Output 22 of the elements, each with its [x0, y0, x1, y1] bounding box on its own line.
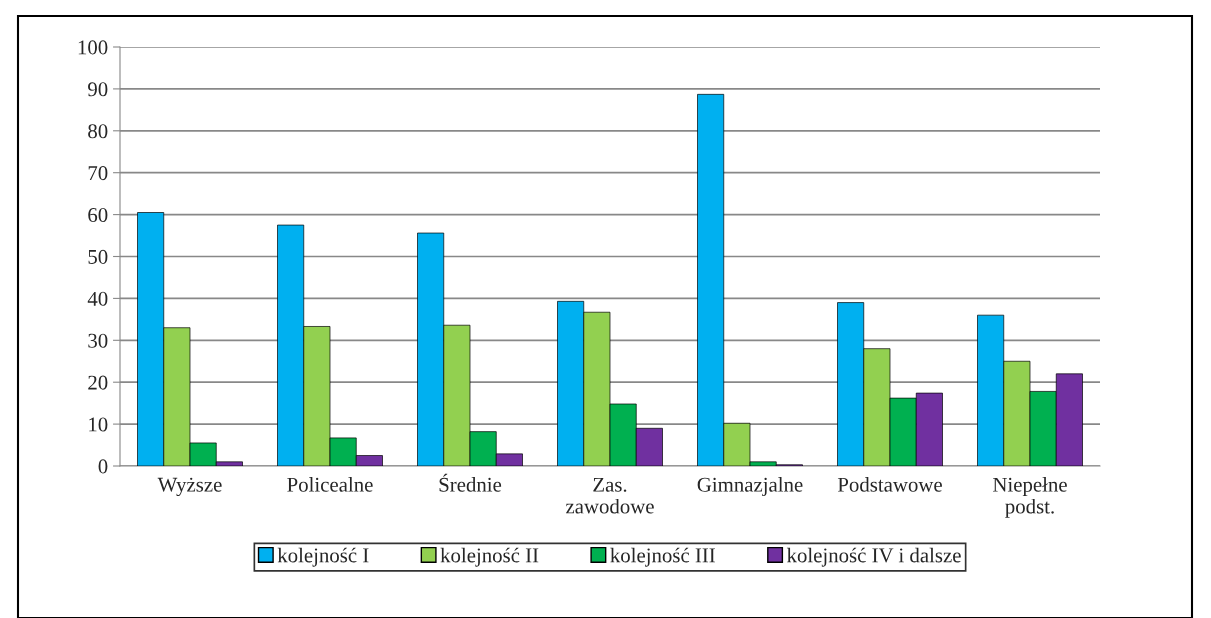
legend-label: kolejność III — [610, 547, 715, 567]
y-tick-label: 60 — [88, 207, 108, 223]
x-tick-label: Gimnazjalne — [697, 477, 803, 496]
legend-label: kolejność IV i dalsze — [786, 547, 961, 567]
legend-label: kolejność II — [440, 547, 539, 567]
legend-label: kolejność I — [277, 547, 369, 567]
x-tick-label: Niepełne podst. — [993, 477, 1067, 518]
y-tick-label: 10 — [89, 417, 108, 432]
x-tick-label: Podstawowe — [837, 477, 942, 492]
y-tick-label: 90 — [88, 82, 108, 97]
y-tick-label: 0 — [98, 459, 108, 474]
y-tick-label: 30 — [88, 333, 108, 348]
x-tick-label: Policealne — [287, 477, 373, 492]
y-tick-label: 70 — [88, 166, 108, 181]
x-tick-label: Zas. zawodowe — [566, 477, 654, 514]
x-tick-label: Wyższe — [157, 477, 222, 496]
y-tick-label: 80 — [88, 124, 108, 139]
y-tick-label: 20 — [88, 375, 108, 390]
y-tick-label: 50 — [88, 249, 108, 264]
x-tick-label: Średnie — [439, 473, 502, 492]
y-tick-label: 100 — [78, 40, 108, 55]
y-tick-label: 40 — [87, 291, 108, 306]
